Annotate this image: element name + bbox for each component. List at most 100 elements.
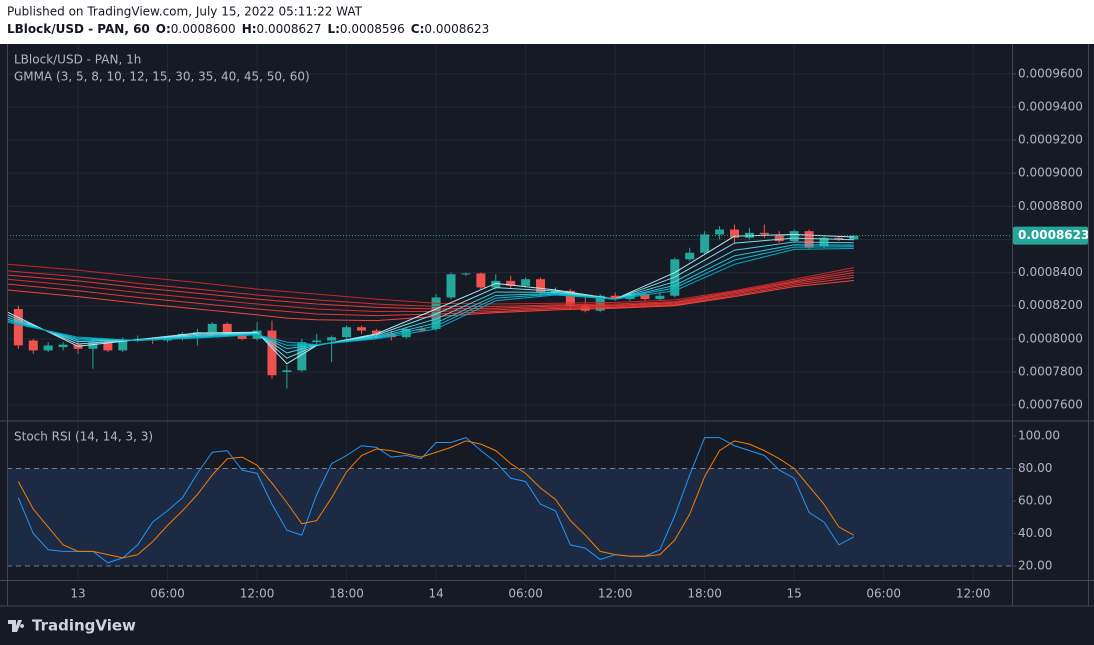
y-tick-label: 80.00 bbox=[1018, 461, 1052, 475]
candle-body bbox=[536, 279, 546, 293]
y-tick-label: 0.0009200 bbox=[1018, 133, 1083, 147]
last-price-box bbox=[1013, 226, 1088, 245]
x-tick-label: 12:00 bbox=[240, 587, 275, 601]
candle-body bbox=[759, 232, 769, 235]
candle-body bbox=[834, 237, 844, 240]
y-tick-label: 40.00 bbox=[1018, 526, 1052, 540]
x-tick-label: 12:00 bbox=[956, 587, 991, 601]
candle-body bbox=[491, 280, 501, 288]
gmma-line bbox=[7, 280, 854, 322]
y-tick-label: 0.0008200 bbox=[1018, 298, 1083, 312]
y-tick-label: 0.0009600 bbox=[1018, 66, 1083, 80]
candle-body bbox=[685, 252, 695, 260]
candle-body bbox=[640, 294, 650, 300]
y-tick-label: 0.0007600 bbox=[1018, 398, 1083, 412]
x-tick-label: 14 bbox=[428, 587, 443, 601]
y-tick-label: 20.00 bbox=[1018, 559, 1052, 573]
logo-text: TradingView bbox=[32, 617, 136, 635]
published-note: Published on TradingView.com, July 15, 2… bbox=[7, 5, 363, 19]
stoch-band bbox=[7, 468, 1012, 567]
y-tick-label: 100.00 bbox=[1018, 428, 1060, 442]
candle-body bbox=[715, 229, 725, 235]
logo: TradingView bbox=[8, 617, 136, 635]
candle-body bbox=[371, 330, 381, 334]
x-tick-label: 06:00 bbox=[866, 587, 901, 601]
candle-body bbox=[431, 297, 441, 329]
candle-body bbox=[565, 290, 575, 306]
candle-body bbox=[43, 345, 53, 351]
ohlc-value: 0.0008627 bbox=[257, 22, 322, 36]
candle-body bbox=[476, 273, 486, 288]
symbol: LBlock/USD - PAN, 60 bbox=[7, 22, 150, 36]
gmma-line bbox=[7, 263, 854, 305]
ohlc-key: C: bbox=[411, 22, 425, 36]
candle-body bbox=[506, 280, 516, 286]
candle-body bbox=[88, 342, 98, 349]
candle-body bbox=[461, 273, 471, 275]
candle-body bbox=[297, 342, 307, 371]
candle-body bbox=[342, 327, 352, 338]
stoch-line bbox=[17, 440, 855, 559]
header-strip bbox=[0, 0, 1094, 44]
stoch-line bbox=[17, 437, 855, 564]
gmma-line bbox=[7, 272, 854, 310]
candle-body bbox=[446, 274, 456, 298]
candle-body bbox=[774, 234, 784, 242]
chart-title: LBlock/USD - PAN, 1h bbox=[14, 53, 141, 67]
candle-body bbox=[729, 229, 739, 238]
ohlc-key: O: bbox=[156, 22, 171, 36]
gmma-line bbox=[7, 277, 854, 317]
gmma-line bbox=[7, 274, 854, 313]
candle-body bbox=[386, 333, 396, 338]
last-price-label: 0.0008623 bbox=[1018, 228, 1089, 242]
y-tick-label: 0.0009000 bbox=[1018, 166, 1083, 180]
candle-body bbox=[103, 342, 113, 351]
candle-body bbox=[312, 340, 322, 343]
candle-body bbox=[610, 295, 620, 300]
candle-body bbox=[789, 231, 799, 242]
candle-body bbox=[849, 235, 859, 240]
x-tick-label: 13 bbox=[70, 587, 85, 601]
candle-body bbox=[282, 370, 292, 372]
gmma-line bbox=[7, 248, 854, 346]
y-tick-label: 0.0007800 bbox=[1018, 364, 1083, 378]
ohlc-key: H: bbox=[242, 22, 257, 36]
plot-layer: 13 06:00 12:00 18:00 14 06:00 12:00 18:00 15 06:0… bbox=[7, 44, 1089, 601]
candle-body bbox=[655, 295, 665, 300]
candle-body bbox=[267, 330, 277, 376]
candle-body bbox=[356, 327, 366, 331]
ohlc-value: 0.0008623 bbox=[424, 22, 489, 36]
candle-body bbox=[700, 234, 710, 253]
x-tick-label: 06:00 bbox=[508, 587, 543, 601]
candle-body bbox=[207, 323, 217, 333]
candle-body bbox=[327, 337, 337, 341]
y-tick-label: 0.0008800 bbox=[1018, 199, 1083, 213]
gmma-line bbox=[7, 269, 854, 308]
x-tick-label: 18:00 bbox=[329, 587, 364, 601]
candle-body bbox=[118, 340, 128, 351]
y-tick-label: 0.0008000 bbox=[1018, 331, 1083, 345]
y-tick-label: 0.0008400 bbox=[1018, 265, 1083, 279]
x-tick-label: 15 bbox=[787, 587, 802, 601]
candle-body bbox=[804, 231, 814, 248]
indicator-label: GMMA (3, 5, 8, 10, 12, 15, 30, 35, 40, 4… bbox=[14, 70, 310, 84]
candle-body bbox=[401, 328, 411, 338]
symbol-line: LBlock/USD - PAN, 60 O:0.0008600 H:0.00086… bbox=[7, 22, 489, 36]
stoch-title: Stoch RSI (14, 14, 3, 3) bbox=[14, 430, 153, 444]
candle-body bbox=[222, 323, 232, 334]
gmma-line bbox=[7, 233, 854, 365]
candle-body bbox=[416, 328, 426, 331]
x-tick-label: 18:00 bbox=[687, 587, 722, 601]
candle-body bbox=[237, 333, 247, 339]
y-tick-label: 60.00 bbox=[1018, 494, 1052, 508]
candle-body bbox=[28, 340, 38, 351]
gmma-line bbox=[7, 237, 854, 359]
x-tick-label: 12:00 bbox=[598, 587, 633, 601]
x-tick-label: 06:00 bbox=[150, 587, 185, 601]
y-tick-label: 0.0009400 bbox=[1018, 99, 1083, 113]
ohlc-value: 0.0008600 bbox=[171, 22, 236, 36]
logo-icon bbox=[8, 620, 25, 632]
candle-body bbox=[58, 344, 68, 348]
